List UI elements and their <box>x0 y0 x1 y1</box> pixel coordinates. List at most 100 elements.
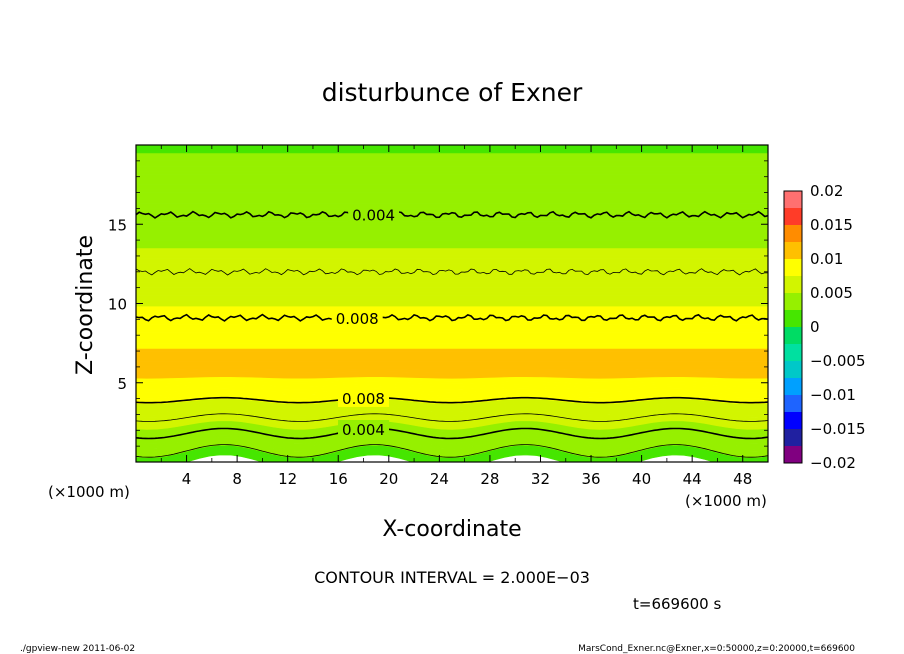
contour-label: 0.008 <box>336 310 379 328</box>
colorbar-band <box>784 378 802 395</box>
colorbar-tick-labels: 0.02 0.015 0.01 0.005 0 −0.005 −0.01 −0.015 −0.0… <box>810 182 866 472</box>
x-unit-left: (×1000 m) <box>48 483 130 501</box>
field-slab <box>136 247 768 251</box>
field-slab <box>136 173 768 177</box>
colorbar-band <box>784 242 802 259</box>
field-slab <box>136 326 768 331</box>
field-slab <box>136 194 768 199</box>
field-slab <box>136 242 768 246</box>
contour-line <box>136 268 768 276</box>
x-tick-label: 40 <box>632 470 651 488</box>
field-slab <box>136 160 768 164</box>
field-slab <box>136 255 768 259</box>
contour-label-bg <box>338 388 390 407</box>
field-slab <box>136 187 768 191</box>
colorbar-tick-label: 0 <box>810 318 820 336</box>
colorbar-band <box>784 395 802 412</box>
y-tick-label: 5 <box>117 375 127 393</box>
colorbar-tick-label: −0.005 <box>810 352 866 370</box>
field-slab <box>136 366 768 371</box>
field-slab <box>136 289 768 294</box>
x-axis-ticks: 4 8 12 16 20 24 28 32 36 40 44 48 <box>160 145 752 488</box>
field-slab <box>136 176 768 180</box>
contour-interval-note: CONTOUR INTERVAL = 2.000E−03 <box>314 568 590 587</box>
field-slab <box>136 168 768 172</box>
colorbar-frame <box>783 190 803 464</box>
contour-label: 0.004 <box>352 207 395 225</box>
field-slab <box>136 157 768 162</box>
field-slab <box>136 192 768 196</box>
field-slab <box>136 253 768 257</box>
field-slab <box>136 342 768 347</box>
x-axis-label: X-coordinate <box>382 517 521 542</box>
field-slab <box>136 274 768 278</box>
field-slab <box>136 155 768 159</box>
field-slab <box>136 202 768 207</box>
x-tick-label: 8 <box>232 470 242 488</box>
colorbar-tick-label: 0.015 <box>810 216 853 234</box>
field-slab <box>136 266 768 270</box>
field-slab <box>136 321 768 325</box>
field-slab <box>136 311 768 315</box>
colorbar-band <box>784 412 802 429</box>
colorbar-band <box>784 344 802 361</box>
contour-label-bg <box>338 420 390 439</box>
field-slab <box>136 239 768 243</box>
field-slab <box>136 189 768 193</box>
field-slab <box>136 363 768 368</box>
field-slab <box>136 345 768 349</box>
x-tick-label: 20 <box>379 470 398 488</box>
footer-right: MarsCond_Exner.nc@Exner,x=0:50000,z=0:20… <box>578 644 855 654</box>
field-slab <box>136 231 768 236</box>
field-slab <box>136 184 768 188</box>
colorbar-band <box>784 276 802 293</box>
colorbar-tick-label: 0.01 <box>810 250 843 268</box>
field-slab <box>136 305 768 310</box>
colorbar-tick-label: −0.02 <box>810 454 856 472</box>
field-slab <box>136 237 768 241</box>
x-tick-label: 48 <box>733 470 752 488</box>
color-field <box>136 145 768 462</box>
field-slab <box>136 358 768 362</box>
y-axis-label: Z-coordinate <box>73 235 98 375</box>
field-slab <box>136 147 768 151</box>
field-slab <box>136 353 768 357</box>
field-slab <box>136 250 768 254</box>
contour-line <box>136 210 768 219</box>
contour-label: 0.008 <box>342 390 385 408</box>
x-tick-label: 4 <box>182 470 192 488</box>
x-tick-label: 16 <box>329 470 348 488</box>
field-slab <box>136 205 768 209</box>
contour-line <box>136 444 768 458</box>
field-slab <box>136 263 768 267</box>
field-slab <box>136 276 768 281</box>
field-slab <box>136 295 768 299</box>
colorbar-band <box>784 429 802 446</box>
colorbar-bands <box>784 191 802 463</box>
colorbar-band <box>784 208 802 225</box>
field-slab <box>136 171 768 175</box>
field-slab <box>136 284 768 288</box>
x-tick-label: 32 <box>531 470 550 488</box>
field-slab <box>136 200 768 204</box>
colorbar-band <box>784 327 802 344</box>
field-slab <box>136 224 768 228</box>
contour-line <box>136 396 768 404</box>
x-tick-label: 12 <box>278 470 297 488</box>
y-tick-label: 15 <box>108 216 127 234</box>
x-tick-label: 36 <box>581 470 600 488</box>
contour-labels: 0.004 0.008 0.008 0.004 <box>331 205 400 439</box>
field-slab <box>136 337 768 341</box>
field-slab <box>136 355 768 360</box>
contour-lines <box>136 210 768 458</box>
x-unit-right: (×1000 m) <box>685 492 767 510</box>
contour-label: 0.004 <box>342 421 385 439</box>
contour-label-bg <box>331 308 383 327</box>
colorbar-band <box>784 225 802 242</box>
x-tick-label: 28 <box>480 470 499 488</box>
field-slab <box>136 324 768 328</box>
field-slab <box>136 350 768 355</box>
field-slab <box>136 245 768 249</box>
